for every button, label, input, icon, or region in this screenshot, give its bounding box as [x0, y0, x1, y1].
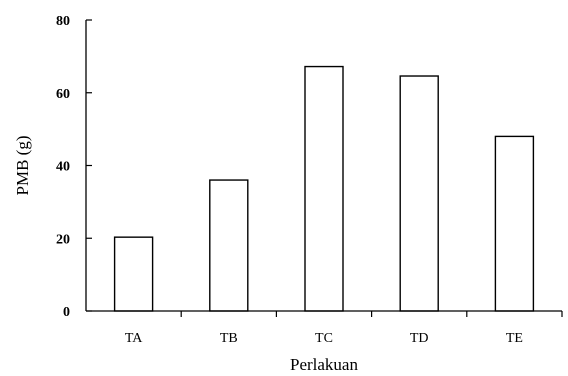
bar-tb [209, 179, 249, 312]
y-tick-label: 60 [56, 87, 70, 102]
x-tick-label: TC [315, 331, 333, 346]
x-tick-label: TA [125, 331, 143, 346]
y-tick-label: 0 [63, 305, 70, 320]
x-tick-label: TB [220, 331, 238, 346]
y-tick-label: 80 [56, 14, 70, 29]
y-tick-label: 20 [56, 232, 70, 247]
y-axis-ticks: 0 20 40 60 80 [56, 14, 92, 320]
x-tick-label: TD [410, 331, 429, 346]
x-axis-title: Perlakuan [290, 355, 358, 374]
y-axis-title: PMB (g) [13, 136, 32, 196]
bar-tc [304, 65, 344, 312]
bars [113, 65, 535, 312]
x-axis-ticks: TA TB TC TD TE [125, 311, 563, 346]
y-tick-label: 40 [56, 160, 70, 175]
bar-ta [113, 236, 154, 312]
x-tick-label: TE [506, 331, 523, 346]
bar-te [494, 135, 535, 312]
bar-td [399, 75, 439, 312]
